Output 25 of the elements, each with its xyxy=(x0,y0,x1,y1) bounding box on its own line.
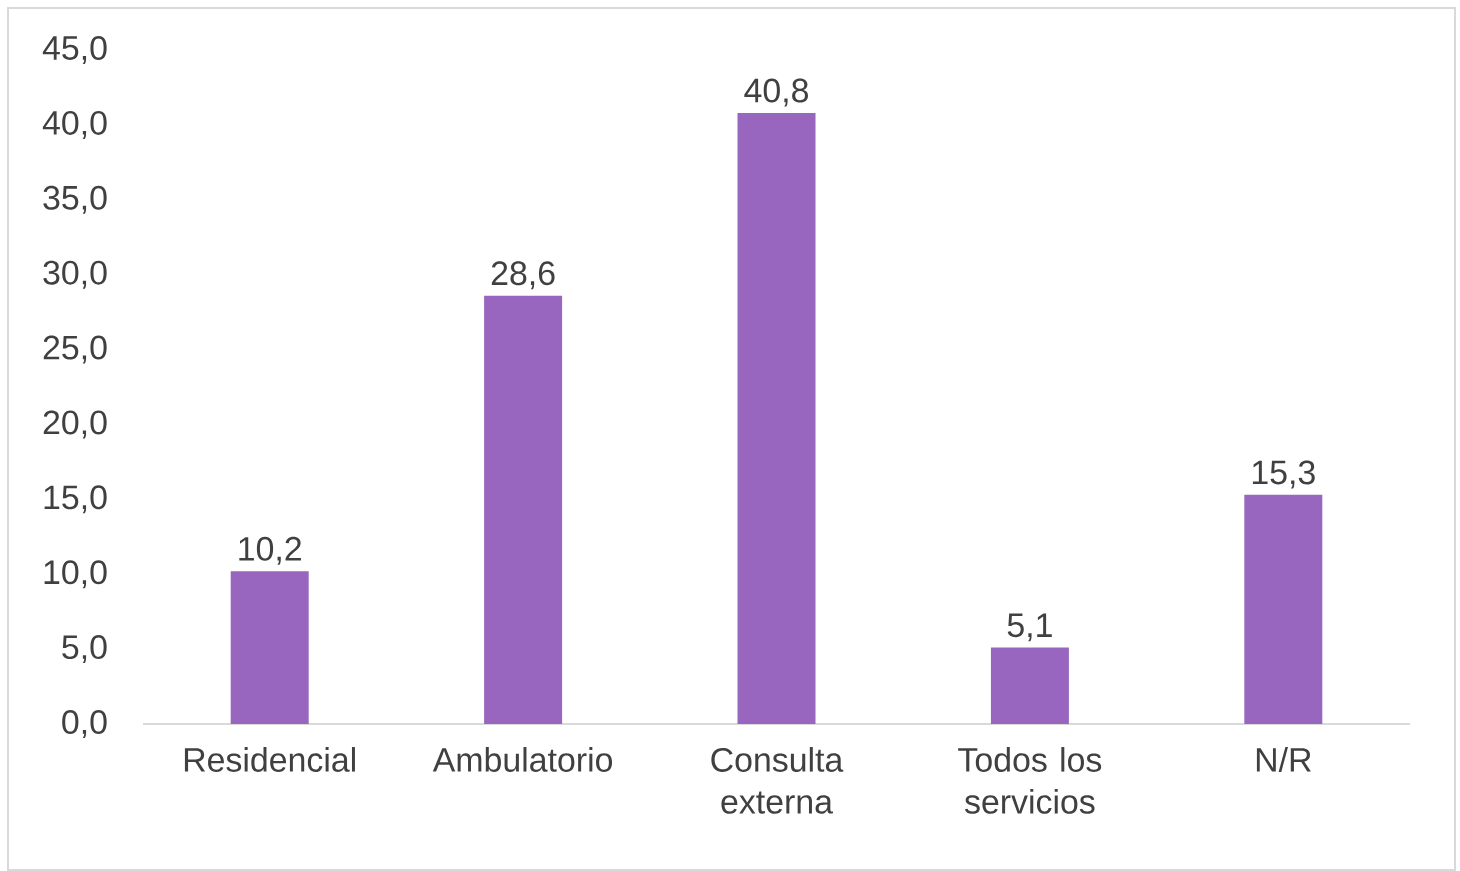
bar xyxy=(230,571,309,724)
y-tick-label: 25,0 xyxy=(43,335,107,364)
bar xyxy=(990,647,1069,724)
data-label: 15,3 xyxy=(1252,460,1315,489)
y-tick-label: 40,0 xyxy=(42,110,107,139)
bar xyxy=(1244,494,1323,724)
y-tick-label: 30,0 xyxy=(43,260,107,289)
data-label: 28,6 xyxy=(491,261,555,290)
x-tick-label: Todos los servicios xyxy=(958,747,1102,814)
y-tick-label: 35,0 xyxy=(43,185,107,214)
x-tick-label: Ambulatorio xyxy=(432,747,613,772)
y-tick-label: 0,0 xyxy=(62,710,107,738)
x-tick-label: N/R xyxy=(1256,747,1311,772)
data-label: 5,1 xyxy=(1007,613,1052,642)
data-label: 40,8 xyxy=(744,78,808,107)
x-tick-label: Residencial xyxy=(184,747,355,772)
y-tick-label: 20,0 xyxy=(43,410,107,439)
data-label: 10,2 xyxy=(239,536,301,565)
y-tick-label: 5,0 xyxy=(62,635,107,664)
bar xyxy=(737,112,816,724)
bar xyxy=(484,295,563,724)
y-tick-label: 10,0 xyxy=(44,560,107,589)
x-tick-label: Consulta externa xyxy=(711,747,844,814)
y-tick-label: 45,0 xyxy=(42,36,107,64)
y-tick-label: 15,0 xyxy=(44,485,107,514)
